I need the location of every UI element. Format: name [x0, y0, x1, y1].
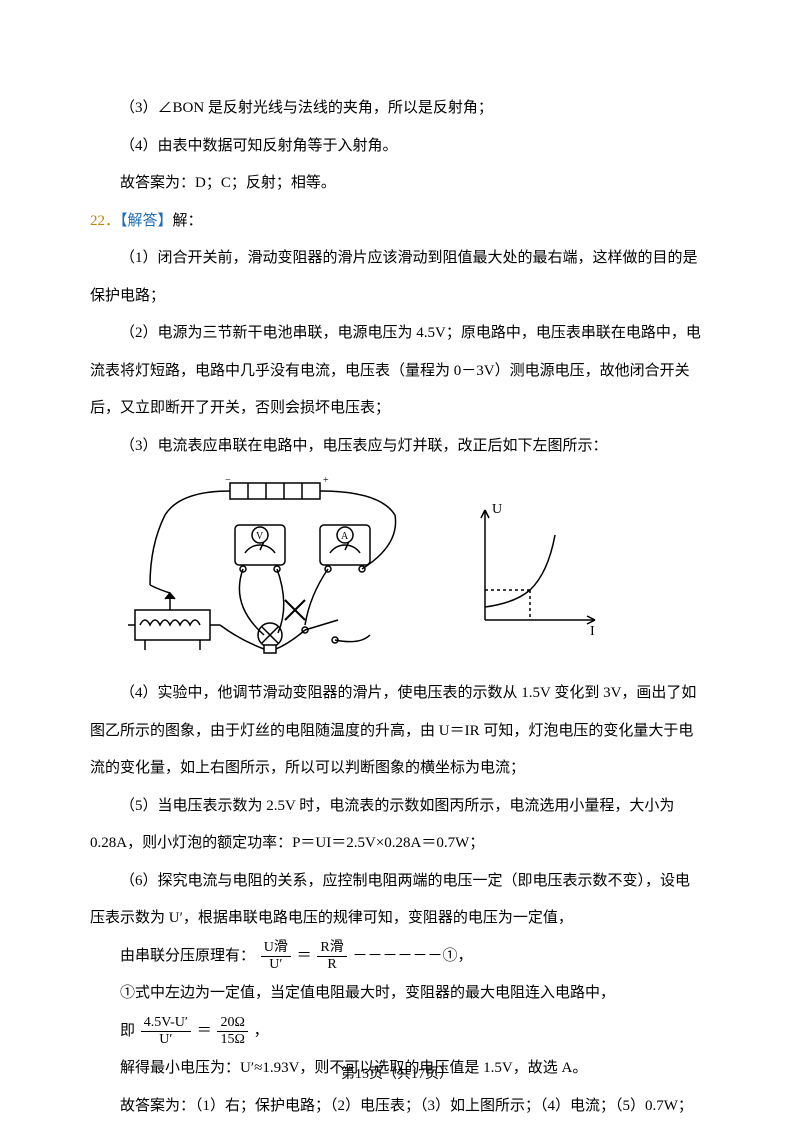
paragraph: ①式中左边为一定值，当定值电阻最大时，变阻器的最大电阻连入电路中， [90, 975, 704, 1013]
figure-row: − + [120, 475, 704, 665]
paragraph: （1）闭合开关前，滑动变阻器的滑片应该滑动到阻值最大处的最右端，这样做的目的是保… [90, 240, 704, 315]
question-number: 22． [90, 213, 120, 229]
fraction: R滑 R [317, 940, 346, 972]
paragraph: （3）电流表应串联在电路中，电压表应与灯并联，改正后如下左图所示： [90, 428, 704, 466]
answer-tail: 解： [173, 213, 203, 229]
paragraph: 故答案为：（1）右；保护电路；（2）电压表；（3）如上图所示；（4）电流；（5）… [90, 1088, 704, 1125]
paragraph: （6）探究电流与电阻的关系，应控制电阻两端的电压一定（即电压表示数不变），设电压… [90, 863, 704, 938]
paragraph: （4）由表中数据可知反射角等于入射角。 [90, 128, 704, 166]
fraction-denominator: U′ [261, 957, 291, 972]
equals: ＝ [297, 948, 312, 964]
equals: ＝ [197, 1023, 212, 1039]
y-axis-label: U [492, 502, 502, 517]
equation-prefix: 即 [120, 1023, 135, 1039]
svg-text:V: V [256, 531, 264, 542]
equation-prefix: 由串联分压原理有： [120, 948, 255, 964]
fraction-denominator: U′ [141, 1032, 191, 1047]
paragraph: （3）∠BON 是反射光线与法线的夹角，所以是反射角； [90, 90, 704, 128]
svg-text:+: + [323, 475, 329, 486]
fraction-denominator: 15Ω [217, 1032, 247, 1047]
question-22-header: 22．【解答】解： [90, 203, 704, 241]
paragraph: 故答案为：D；C；反射；相等。 [90, 165, 704, 203]
ui-graph: U I [460, 495, 610, 645]
fraction-numerator: U滑 [261, 940, 291, 956]
fraction: 4.5V-U′ U′ [141, 1015, 191, 1047]
fraction-numerator: 20Ω [217, 1015, 247, 1031]
answer-label: 【解答】 [120, 213, 173, 229]
svg-text:A: A [341, 531, 349, 542]
fraction-numerator: 4.5V-U′ [141, 1015, 191, 1031]
paragraph: （2）电源为三节新干电池串联，电源电压为 4.5V；原电路中，电压表串联在电路中… [90, 315, 704, 428]
fraction: U滑 U′ [261, 940, 291, 972]
circuit-diagram: − + [120, 475, 430, 665]
svg-text:−: − [225, 475, 231, 486]
fraction-numerator: R滑 [317, 940, 346, 956]
page-footer: 第15页（共17页） [0, 1063, 794, 1083]
paragraph: （4）实验中，他调节滑动变阻器的滑片，使电压表的示数从 1.5V 变化到 3V，… [90, 675, 704, 788]
fraction: 20Ω 15Ω [217, 1015, 247, 1047]
equation-line-2: 即 4.5V-U′ U′ ＝ 20Ω 15Ω ， [120, 1013, 704, 1051]
paragraph: （5）当电压表示数为 2.5V 时，电流表的示数如图丙所示，电流选用小量程，大小… [90, 788, 704, 863]
equation-tail: ， [254, 1023, 269, 1039]
x-axis-label: I [590, 624, 595, 639]
equation-line-1: 由串联分压原理有： U滑 U′ ＝ R滑 R －－－－－－①， [120, 938, 704, 976]
fraction-denominator: R [317, 957, 346, 972]
document-content: （3）∠BON 是反射光线与法线的夹角，所以是反射角； （4）由表中数据可知反射… [90, 90, 704, 1125]
equation-tail: －－－－－－①， [353, 948, 473, 964]
